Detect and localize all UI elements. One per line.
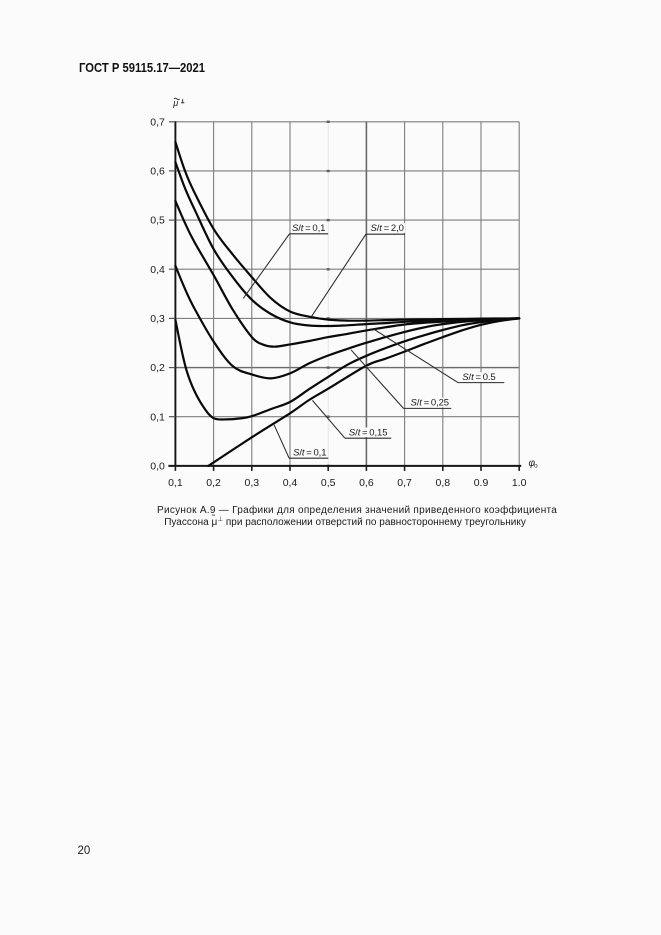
svg-text:0,0: 0,0 <box>150 461 165 473</box>
svg-text:0,3: 0,3 <box>150 313 165 325</box>
svg-text:0,2: 0,2 <box>206 477 221 489</box>
svg-text:0,4: 0,4 <box>283 477 298 489</box>
svg-text:0,6: 0,6 <box>359 477 374 489</box>
svg-text:S/t = 0,25: S/t = 0,25 <box>411 398 450 409</box>
svg-text:S/t = 0,15: S/t = 0,15 <box>349 427 388 438</box>
svg-text:0,2: 0,2 <box>150 362 165 374</box>
svg-text:S/t = 2,0: S/t = 2,0 <box>371 223 404 234</box>
svg-text:0,7: 0,7 <box>150 116 165 128</box>
svg-text:0,5: 0,5 <box>150 215 165 227</box>
svg-text:0,1: 0,1 <box>150 411 165 423</box>
svg-text:0,3: 0,3 <box>244 477 259 489</box>
svg-text:S/t = 0,1: S/t = 0,1 <box>292 223 325 234</box>
svg-text:0,7: 0,7 <box>397 477 412 489</box>
svg-text:0,5: 0,5 <box>321 477 336 489</box>
svg-text:0,6: 0,6 <box>150 166 165 178</box>
svg-text:0,4: 0,4 <box>150 264 165 276</box>
svg-text:S/t = 0.5: S/t = 0.5 <box>462 372 495 383</box>
svg-text:o: o <box>534 463 538 470</box>
svg-text:S/t = 0,1: S/t = 0,1 <box>293 447 326 458</box>
svg-text:0.9: 0.9 <box>474 477 489 489</box>
svg-text:0,8: 0,8 <box>435 477 450 489</box>
svg-text:φ: φ <box>529 458 536 469</box>
svg-text:μ: μ <box>172 98 178 108</box>
svg-text:0,1: 0,1 <box>168 477 183 489</box>
svg-text:1.0: 1.0 <box>512 477 527 489</box>
